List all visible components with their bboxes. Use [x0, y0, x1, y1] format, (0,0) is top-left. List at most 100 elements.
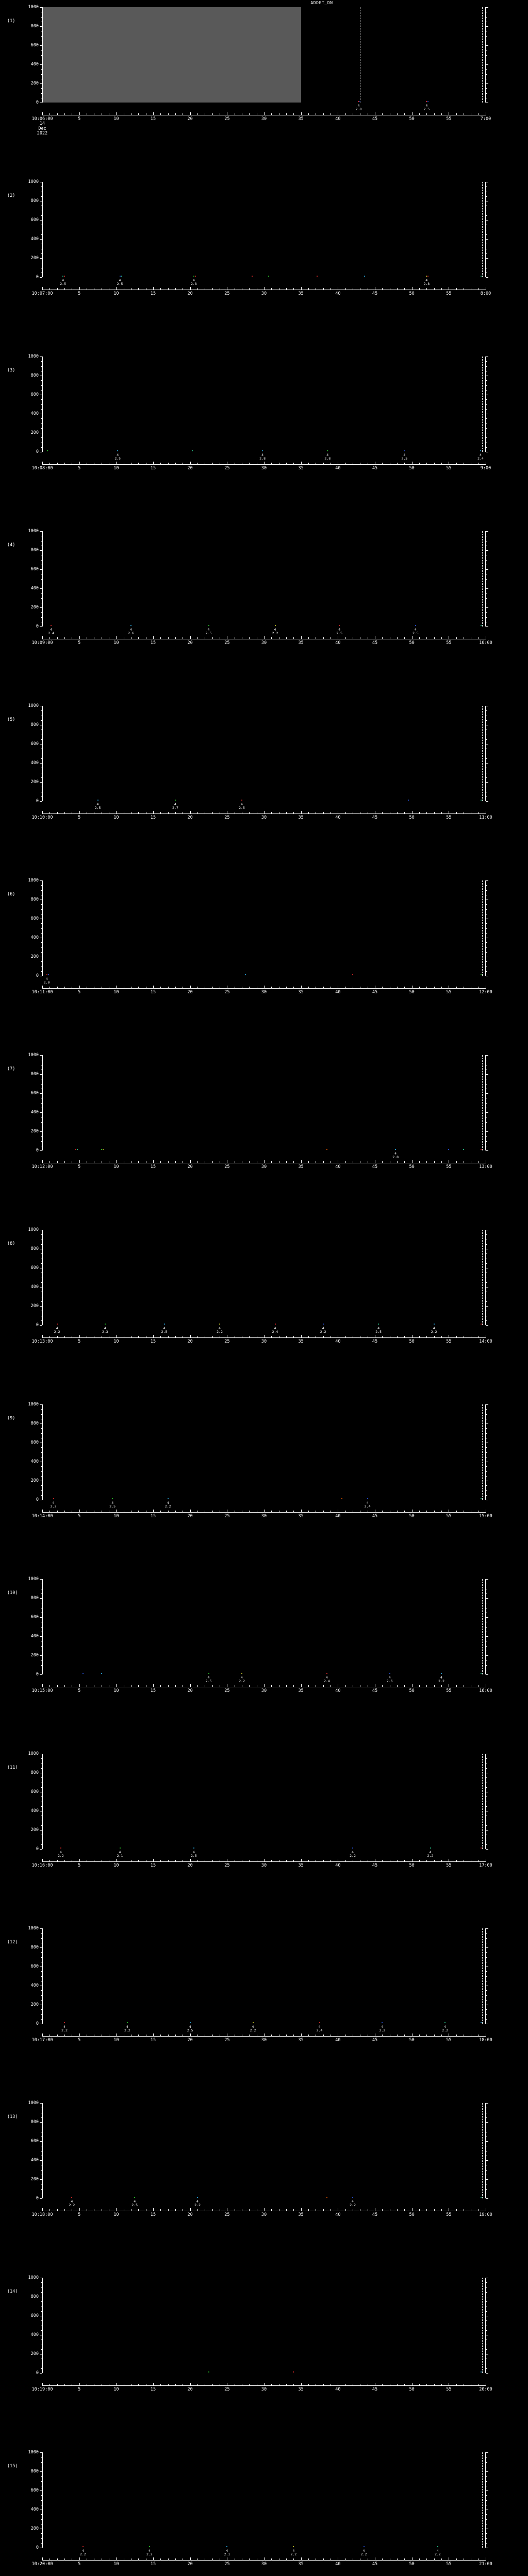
x-tick	[249, 2384, 250, 2385]
x-tick-label: 50	[409, 1514, 415, 1519]
y-tick-label: 800	[30, 722, 39, 727]
x-tick-label: 35	[298, 990, 304, 995]
x-tick	[116, 811, 117, 814]
x-axis-end-label: 16:00	[479, 1688, 492, 1693]
detection-dot	[175, 800, 176, 801]
detection-dot	[322, 1324, 324, 1325]
x-tick-label: 20	[187, 1863, 193, 1868]
x-tick	[478, 637, 479, 639]
x-tick	[456, 987, 457, 988]
x-tick	[301, 112, 302, 115]
y-tick-label: 1000	[28, 5, 39, 10]
x-tick-label: 35	[298, 2038, 304, 2043]
x-tick	[57, 1685, 58, 1687]
detection-dot	[97, 800, 98, 801]
y-tick	[486, 2476, 487, 2477]
x-tick	[434, 1161, 435, 1163]
x-tick	[345, 2558, 346, 2560]
x-tick	[441, 2035, 442, 2036]
x-axis-end-label: 17:00	[479, 1863, 492, 1868]
y-tick	[41, 423, 42, 424]
detection-id: 4	[338, 628, 341, 632]
detection-dot	[326, 2197, 327, 2198]
x-tick	[478, 288, 479, 290]
y-tick	[41, 739, 42, 740]
x-tick	[138, 1860, 139, 1861]
y-tick	[486, 1646, 487, 1647]
detection-score: 2.5	[114, 456, 121, 461]
x-tick	[323, 113, 324, 115]
detection-id: 4	[274, 1326, 276, 1330]
detection-id: 4	[425, 104, 428, 108]
detection-label: 4 2.3	[102, 1327, 108, 1333]
y-tick	[40, 2198, 42, 2199]
x-tick	[293, 1336, 294, 1337]
y-axis-labels: 02004006008001000Frequency (Hz)(8)	[0, 1228, 42, 1328]
detection-id: 4	[433, 1326, 435, 1330]
detection-score: 2.5	[190, 1853, 197, 1858]
x-axis	[42, 2383, 486, 2386]
panel-index-label: (7)	[7, 1066, 15, 1072]
y-tick-label: 1000	[28, 2100, 39, 2106]
x-tick	[308, 2035, 309, 2036]
x-tick	[419, 1511, 420, 1512]
detection-dot	[407, 800, 409, 801]
x-tick	[345, 1860, 346, 1861]
detection-dot	[193, 276, 194, 277]
x-tick	[138, 2384, 139, 2385]
x-tick-label: 30	[261, 2212, 267, 2217]
detection-dot	[363, 2546, 365, 2547]
time-marker-line	[482, 1754, 483, 1849]
detection-dot	[389, 1673, 390, 1674]
x-tick	[116, 1160, 117, 1163]
x-tick	[397, 1336, 398, 1337]
plot-area	[42, 7, 486, 103]
x-tick	[308, 1860, 309, 1861]
detection-score: 2.8	[392, 1155, 399, 1159]
x-tick	[190, 2033, 191, 2036]
x-tick-label: 15	[150, 2038, 156, 2043]
x-tick	[168, 1511, 169, 1512]
time-marker-line	[482, 1230, 483, 1325]
y-tick	[41, 2311, 42, 2312]
detection-label: 4 2.4	[272, 1327, 278, 1333]
detection-id: 4	[117, 453, 119, 457]
y-tick	[486, 1122, 487, 1123]
y-tick-label: 0	[36, 624, 39, 629]
x-tick	[301, 2383, 302, 2385]
x-tick	[116, 112, 117, 115]
y-tick-label: 200	[30, 1129, 39, 1134]
y-tick	[41, 1825, 42, 1826]
y-tick	[40, 26, 42, 27]
x-tick	[264, 1859, 265, 1861]
detection-dot	[274, 1324, 276, 1325]
detection-dot	[208, 625, 209, 626]
x-tick	[456, 1685, 457, 1687]
x-tick	[301, 2557, 302, 2560]
x-tick	[456, 2558, 457, 2560]
y-tick	[486, 560, 487, 561]
x-tick	[116, 2033, 117, 2036]
detection-score: 2.5	[161, 1329, 168, 1334]
x-tick	[286, 2209, 287, 2211]
y-tick	[486, 2009, 487, 2010]
x-axis-end-label: 9:00	[480, 466, 491, 471]
x-tick	[323, 637, 324, 639]
x-tick	[57, 2035, 58, 2036]
y-tick	[41, 2009, 42, 2010]
x-tick-label: 10	[113, 1688, 119, 1693]
y-tick-label: 0	[36, 1148, 39, 1153]
y-tick	[41, 1122, 42, 1123]
y-tick	[41, 560, 42, 561]
x-tick	[404, 1511, 405, 1512]
x-tick	[345, 1161, 346, 1163]
x-tick	[286, 288, 287, 290]
y-tick	[40, 880, 42, 881]
panel-index-label: (1)	[7, 19, 15, 24]
detection-id: 4	[111, 1501, 114, 1505]
detection-dot	[208, 1673, 209, 1674]
y-tick	[40, 763, 42, 764]
x-tick	[79, 1510, 80, 1512]
detection-dot	[167, 1498, 169, 1499]
y-tick-label: 200	[30, 2177, 39, 2182]
